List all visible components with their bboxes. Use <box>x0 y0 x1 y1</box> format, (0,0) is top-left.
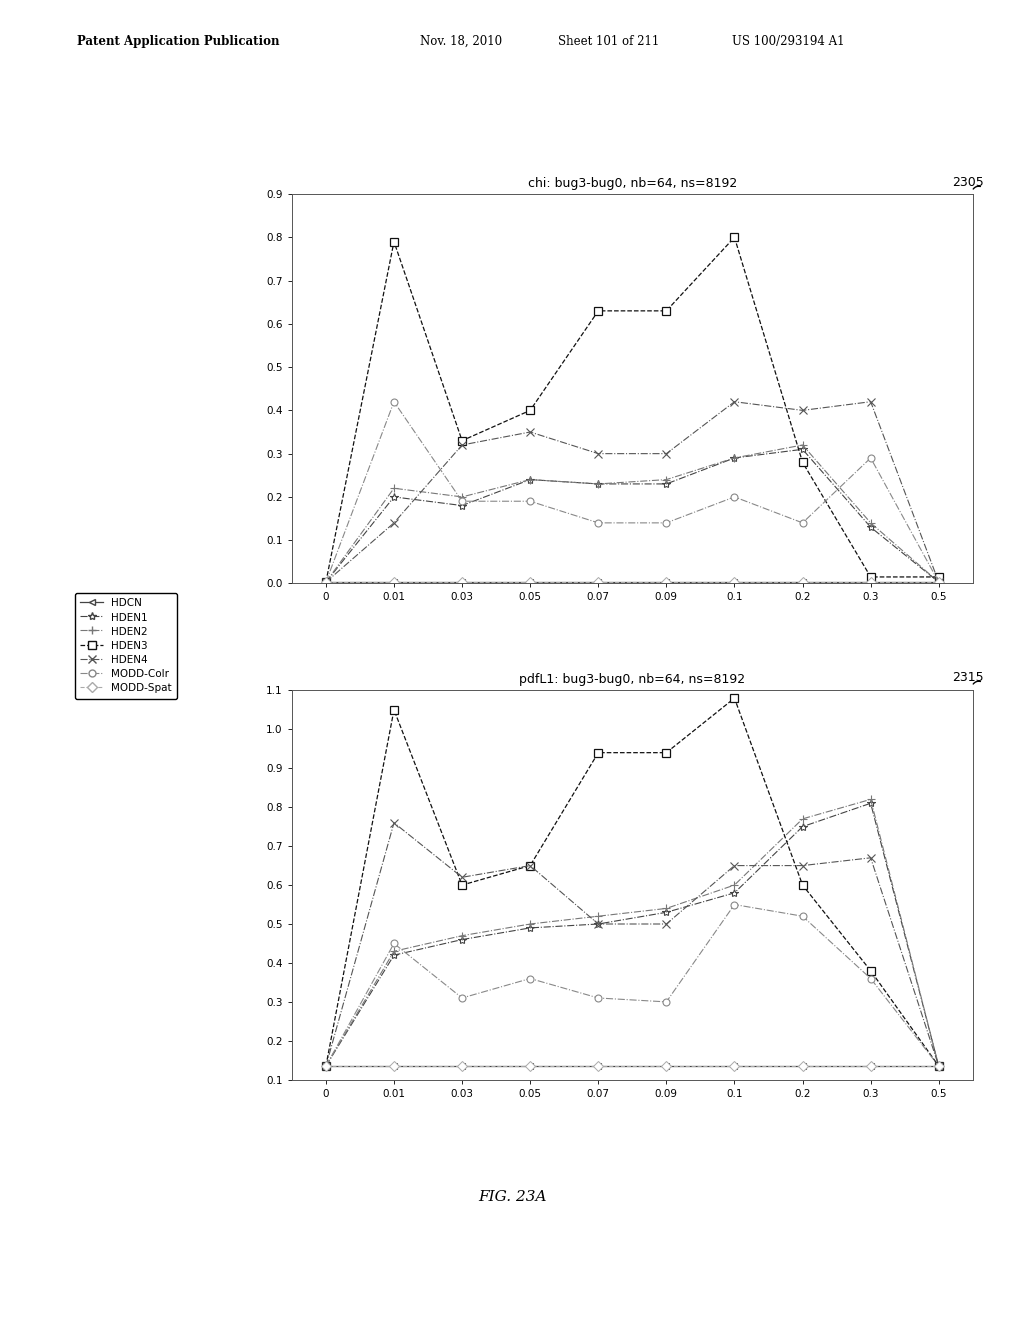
Text: 2315: 2315 <box>952 671 984 684</box>
Title: pdfL1: bug3-bug0, nb=64, ns=8192: pdfL1: bug3-bug0, nb=64, ns=8192 <box>519 673 745 686</box>
Text: Patent Application Publication: Patent Application Publication <box>77 34 280 48</box>
Text: 2305: 2305 <box>952 176 984 189</box>
Text: FIG. 23A: FIG. 23A <box>478 1191 546 1204</box>
Text: US 100/293194 A1: US 100/293194 A1 <box>732 34 845 48</box>
Text: Sheet 101 of 211: Sheet 101 of 211 <box>558 34 659 48</box>
Title: chi: bug3-bug0, nb=64, ns=8192: chi: bug3-bug0, nb=64, ns=8192 <box>527 177 737 190</box>
Text: Nov. 18, 2010: Nov. 18, 2010 <box>420 34 502 48</box>
Legend: HDCN, HDEN1, HDEN2, HDEN3, HDEN4, MODD-Colr, MODD-Spat: HDCN, HDEN1, HDEN2, HDEN3, HDEN4, MODD-C… <box>75 593 177 698</box>
